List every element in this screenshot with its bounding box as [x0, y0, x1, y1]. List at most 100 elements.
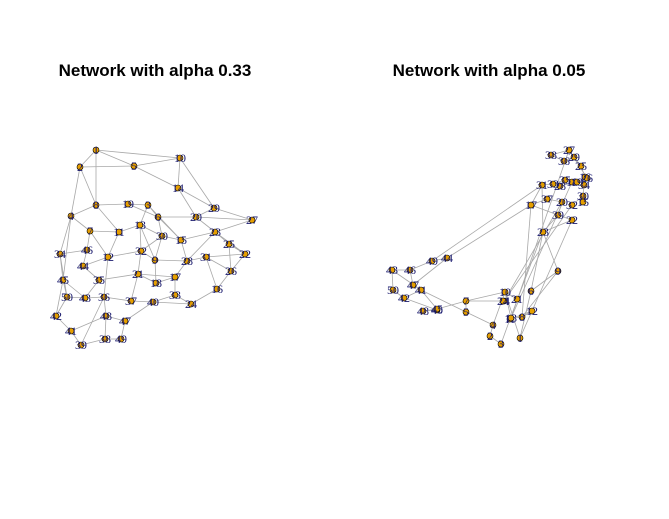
node-label-21: 21 — [511, 292, 523, 306]
edge-31-26 — [205, 256, 232, 272]
node-37 — [543, 195, 551, 203]
node-18 — [152, 279, 160, 287]
edge-31-23 — [541, 184, 544, 233]
node-label-34: 34 — [578, 178, 590, 192]
node-label-43: 43 — [386, 263, 398, 277]
node-50 — [389, 286, 397, 294]
node-10 — [176, 154, 184, 162]
node-8 — [518, 313, 526, 321]
edge-4-8 — [70, 204, 97, 217]
node-label-5: 5 — [463, 305, 469, 319]
edge-3-13 — [139, 204, 149, 226]
node-9 — [554, 267, 562, 275]
node-label-40: 40 — [147, 295, 159, 309]
node-label-37: 37 — [125, 294, 137, 308]
node-3 — [497, 340, 505, 348]
node-label-32: 32 — [135, 244, 147, 258]
node-label-18: 18 — [566, 175, 578, 189]
edge-9-30 — [154, 235, 163, 261]
edge-1-5 — [95, 149, 135, 167]
node-label-4: 4 — [490, 318, 496, 332]
node-5 — [462, 308, 470, 316]
edge-13-9 — [139, 224, 156, 261]
edge-10-13 — [504, 291, 512, 319]
node-21 — [134, 270, 142, 278]
node-39 — [554, 211, 562, 219]
node-label-11: 11 — [113, 225, 125, 239]
edge-9-28 — [154, 259, 188, 262]
edges — [55, 149, 253, 346]
node-43 — [81, 294, 89, 302]
node-label-7: 7 — [463, 294, 469, 308]
edge-22-23 — [542, 219, 573, 233]
node-33 — [549, 180, 557, 188]
edge-15-28 — [180, 239, 188, 262]
node-45 — [433, 305, 441, 313]
node-label-20: 20 — [556, 195, 568, 209]
node-label-23: 23 — [537, 225, 549, 239]
node-label-47: 47 — [407, 278, 419, 292]
edge-1-10 — [95, 149, 181, 159]
node-label-12: 12 — [102, 250, 114, 264]
node-30 — [158, 232, 166, 240]
node-26 — [583, 174, 591, 182]
edge-14-20 — [503, 201, 563, 302]
node-17 — [171, 273, 179, 281]
edge-46-49 — [409, 260, 433, 271]
node-12 — [104, 253, 112, 261]
node-47 — [409, 281, 417, 289]
node-1 — [92, 146, 100, 154]
node-label-3: 3 — [498, 337, 504, 351]
node-label-27: 27 — [563, 143, 575, 157]
edge-37-40 — [130, 300, 154, 303]
node-label-46: 46 — [404, 263, 416, 277]
node-46 — [406, 266, 414, 274]
node-32 — [137, 247, 145, 255]
node-label-49: 49 — [115, 332, 127, 346]
node-46 — [83, 246, 91, 254]
edge-37-36 — [103, 296, 132, 302]
edge-9-6 — [530, 270, 559, 292]
edge-32-30 — [140, 235, 163, 252]
node-43 — [388, 266, 396, 274]
node-label-48: 48 — [417, 304, 429, 318]
edge-32-13 — [139, 224, 142, 252]
node-label-33: 33 — [547, 177, 559, 191]
node-6 — [154, 213, 162, 221]
edge-12-11 — [107, 231, 120, 258]
edge-18-21 — [137, 273, 157, 284]
node-36 — [560, 157, 568, 165]
node-10 — [501, 288, 509, 296]
node-44 — [79, 262, 87, 270]
edge-5-4 — [465, 311, 494, 326]
edge-19-3 — [127, 203, 149, 206]
edge-16-24 — [190, 288, 218, 305]
node-25 — [577, 162, 585, 170]
node-label-23: 23 — [209, 225, 221, 239]
node-label-50: 50 — [387, 283, 399, 297]
node-22 — [241, 250, 249, 258]
node-label-21: 21 — [132, 267, 144, 281]
node-29 — [210, 204, 218, 212]
edge-4-34 — [59, 215, 72, 255]
edge-6-15 — [157, 216, 182, 241]
edge-32-14 — [503, 204, 573, 302]
edge-2-8 — [79, 166, 97, 206]
node-label-37: 37 — [541, 192, 553, 206]
node-13 — [507, 314, 515, 322]
edge-10-1 — [504, 291, 521, 339]
edge-38-39 — [80, 338, 106, 346]
node-label-10: 10 — [174, 151, 186, 165]
node-2 — [486, 332, 494, 340]
node-7 — [86, 227, 94, 235]
edge-2-4 — [70, 166, 81, 217]
node-label-39: 39 — [75, 338, 87, 352]
edge-44-12 — [82, 256, 109, 267]
node-label-26: 26 — [225, 264, 237, 278]
node-label-45: 45 — [57, 273, 69, 287]
node-label-31: 31 — [536, 178, 548, 192]
network-panel-alpha-033: 1234567891011121314151617181920212223242… — [50, 143, 258, 352]
node-label-35: 35 — [93, 273, 105, 287]
node-label-38: 38 — [99, 332, 111, 346]
node-40 — [149, 298, 157, 306]
